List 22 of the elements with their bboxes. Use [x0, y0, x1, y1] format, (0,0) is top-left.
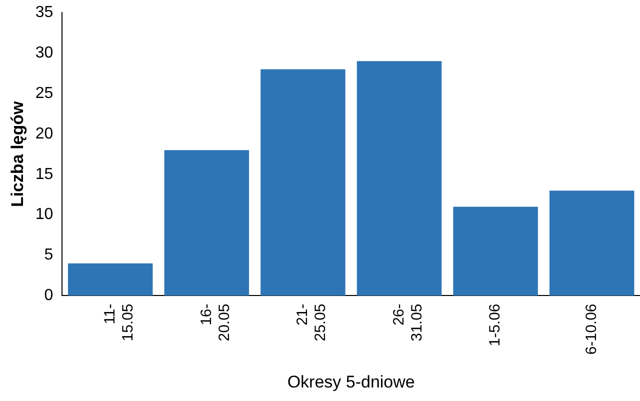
x-tick-label: 11- 15.05 — [101, 304, 136, 342]
bar — [68, 263, 153, 296]
x-tick-label: 26- 31.05 — [390, 304, 426, 342]
bar — [356, 61, 442, 296]
bar — [549, 190, 634, 296]
y-tick-label: 5 — [44, 246, 54, 264]
x-tick-label: 6-10.06 — [582, 304, 600, 355]
x-tick-label: 21- 25.05 — [294, 304, 330, 342]
y-tick-label: 15 — [35, 166, 54, 183]
bar — [260, 69, 346, 296]
y-tick-label: 20 — [35, 125, 54, 142]
y-tick-label: 35 — [35, 4, 54, 22]
bar — [453, 206, 538, 296]
y-axis-title: Liczba lęgów — [8, 100, 27, 208]
y-tick-label: 25 — [35, 84, 54, 102]
y-tick-label: 0 — [44, 287, 54, 304]
y-tick-label: 10 — [35, 206, 54, 224]
x-axis-title: Okresy 5-dniowe — [287, 372, 415, 392]
bar — [164, 150, 250, 296]
x-tick-label: 16- 20.05 — [198, 304, 233, 342]
x-tick-label: 1-5.06 — [486, 304, 504, 346]
y-tick-label: 30 — [35, 44, 54, 62]
